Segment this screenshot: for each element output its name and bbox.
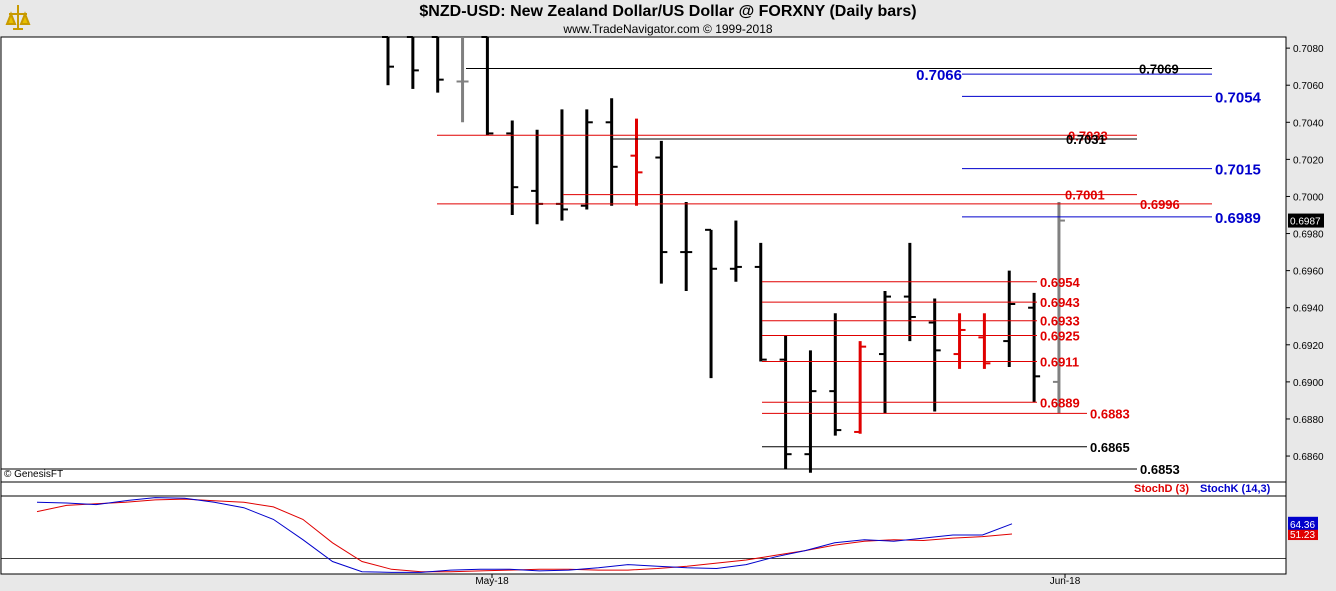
price-bar (928, 298, 941, 412)
price-bar (406, 36, 419, 89)
price-bar (580, 109, 593, 210)
stochk-legend: StochK (14,3) (1200, 483, 1271, 495)
level-label: 0.6883 (1090, 406, 1130, 421)
y-tick-label: 0.6880 (1293, 415, 1324, 426)
level-label: 0.6925 (1040, 329, 1080, 344)
price-bar (854, 341, 867, 434)
y-tick-label: 0.6920 (1293, 341, 1324, 352)
stochastic-series-line (36, 497, 1013, 573)
stochd-legend: StochD (3) (1134, 483, 1189, 495)
price-bar (804, 350, 817, 473)
last-price-box (1288, 213, 1324, 228)
level-label: 0.6853 (1140, 462, 1180, 477)
level-label: 0.7015 (1215, 162, 1261, 179)
level-label: 0.7069 (1139, 62, 1179, 77)
price-bar (953, 313, 966, 369)
price-bar (481, 36, 494, 136)
price-bar (1052, 202, 1065, 414)
credit-text: © GenesisFT (4, 469, 64, 480)
level-label: 0.6954 (1040, 275, 1081, 290)
price-bar (705, 228, 718, 379)
y-tick-label: 0.6940 (1293, 304, 1324, 315)
y-tick-label: 0.6980 (1293, 230, 1324, 241)
y-tick-label: 0.7080 (1293, 44, 1324, 55)
x-tick-label: Jun-18 (1050, 576, 1081, 587)
price-bar (903, 242, 916, 342)
chart-subtitle: www.TradeNavigator.com © 1999-2018 (563, 22, 773, 36)
level-label: 0.7033 (1068, 128, 1108, 143)
price-bar (1028, 292, 1041, 403)
y-tick-label: 0.7060 (1293, 81, 1324, 92)
level-label: 0.6989 (1215, 210, 1261, 227)
y-tick-label: 0.6960 (1293, 267, 1324, 278)
stochastic-panel (0, 495, 1287, 575)
price-bar (829, 313, 842, 436)
stochastic-value-label: 51.23 (1290, 530, 1315, 541)
stochastic-value-box (1288, 527, 1318, 541)
last-price-label: 0.6987 (1290, 217, 1321, 228)
price-bar (431, 36, 444, 93)
x-tick-label: May-18 (475, 576, 509, 587)
level-label: 0.7031 (1066, 132, 1106, 147)
level-label: 0.6865 (1090, 440, 1130, 455)
price-bar (506, 120, 519, 215)
chart-title: $NZD-USD: New Zealand Dollar/US Dollar @… (419, 3, 917, 20)
price-bar (680, 202, 693, 292)
level-label: 0.6911 (1040, 354, 1079, 369)
price-bar (754, 242, 767, 362)
y-tick-label: 0.6860 (1293, 452, 1324, 463)
y-tick-label: 0.7020 (1293, 155, 1324, 166)
price-bar (729, 220, 742, 282)
level-label: 0.7066 (916, 67, 962, 84)
level-label: 0.6996 (1140, 197, 1180, 212)
level-label: 0.7001 (1065, 188, 1105, 203)
price-bar (382, 36, 394, 86)
y-tick-label: 0.7040 (1293, 118, 1324, 129)
price-bar (655, 140, 668, 284)
level-label: 0.6889 (1040, 395, 1080, 410)
price-bar (630, 118, 643, 206)
level-label: 0.6943 (1040, 295, 1080, 310)
level-label: 0.7054 (1215, 89, 1262, 106)
price-bar (605, 98, 618, 206)
navigator-logo-icon (2, 2, 34, 34)
level-label: 0.6933 (1040, 314, 1080, 329)
y-tick-label: 0.7000 (1293, 192, 1324, 203)
price-bar (879, 291, 891, 414)
y-tick-label: 0.6900 (1293, 378, 1324, 389)
price-bar (456, 37, 469, 123)
stochastic-value-box (1288, 516, 1318, 530)
stochastic-legend-strip (0, 481, 1287, 497)
price-panel (0, 36, 1287, 483)
price-bar (1003, 270, 1016, 368)
price-bar (978, 313, 991, 369)
stochastic-value-label: 64.36 (1290, 520, 1315, 531)
